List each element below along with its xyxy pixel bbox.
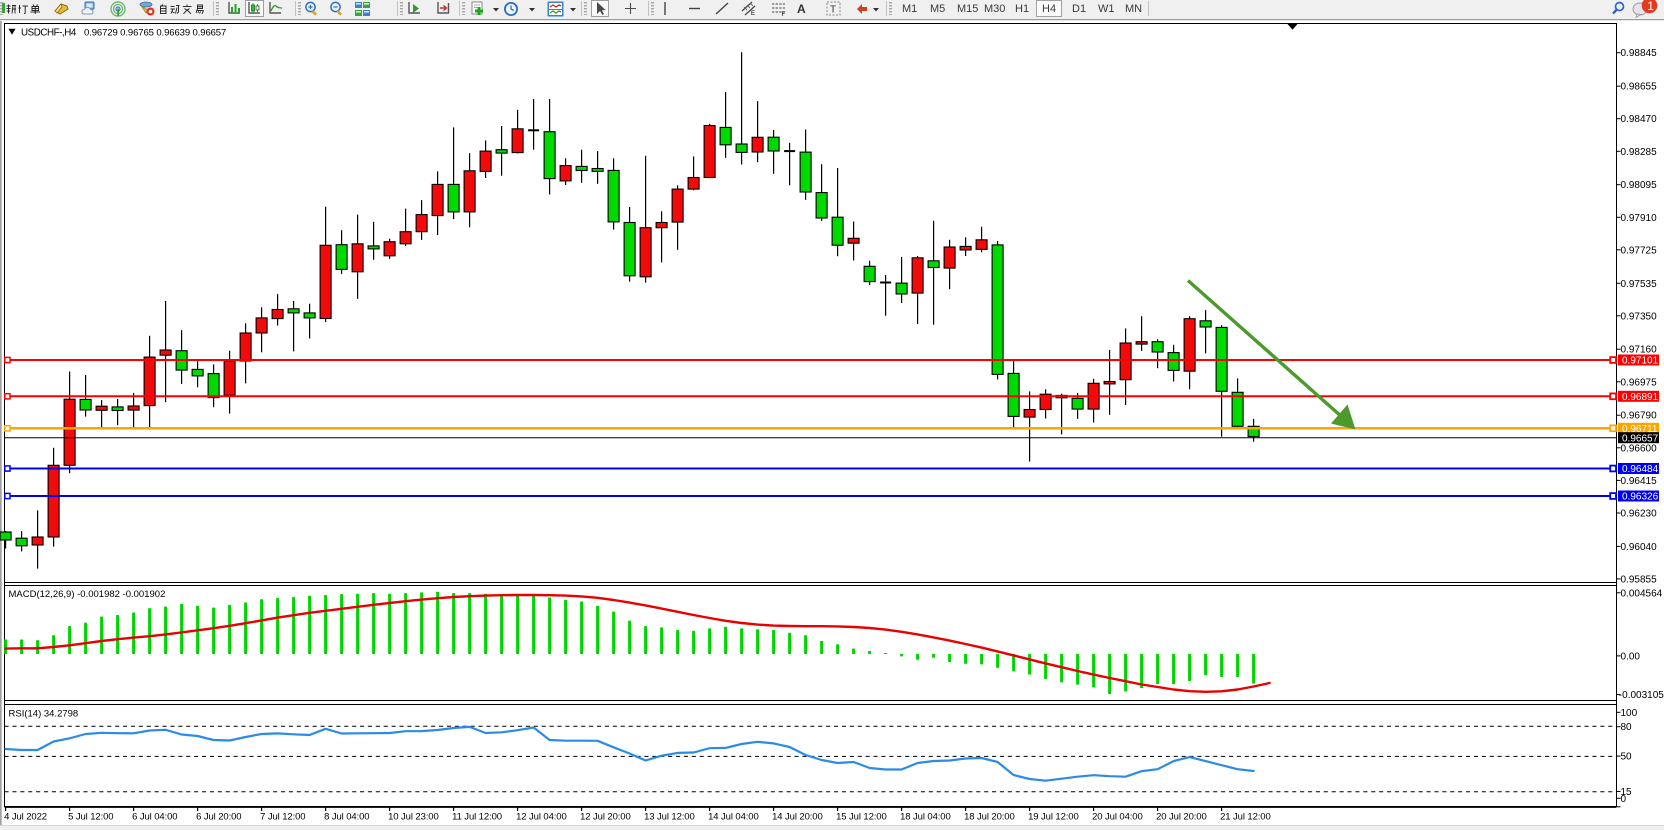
svg-text:USDCHF-,H4: USDCHF-,H4 — [21, 28, 77, 39]
svg-text:7 Jul 12:00: 7 Jul 12:00 — [260, 812, 305, 823]
svg-text:0.97725: 0.97725 — [1621, 245, 1658, 256]
svg-text:0.004564: 0.004564 — [1621, 588, 1663, 599]
svg-text:1: 1 — [1647, 0, 1654, 13]
svg-text:6 Jul 04:00: 6 Jul 04:00 — [132, 812, 177, 823]
svg-text:80: 80 — [1621, 722, 1633, 733]
svg-text:10 Jul 23:00: 10 Jul 23:00 — [388, 812, 439, 823]
svg-text:21 Jul 12:00: 21 Jul 12:00 — [1220, 812, 1271, 823]
svg-text:0.98095: 0.98095 — [1621, 180, 1658, 191]
svg-text:0.97160: 0.97160 — [1621, 345, 1658, 356]
svg-text:0.96711: 0.96711 — [1622, 424, 1658, 435]
svg-text:0.98655: 0.98655 — [1621, 82, 1658, 93]
svg-text:0.96790: 0.96790 — [1621, 411, 1658, 422]
svg-text:4 Jul 2022: 4 Jul 2022 — [4, 812, 47, 823]
svg-text:0.96326: 0.96326 — [1622, 492, 1659, 503]
svg-text:0.96484: 0.96484 — [1622, 464, 1659, 475]
svg-text:12 Jul 04:00: 12 Jul 04:00 — [516, 812, 567, 823]
svg-text:20 Jul 20:00: 20 Jul 20:00 — [1156, 812, 1207, 823]
svg-text:0.96415: 0.96415 — [1621, 476, 1658, 487]
svg-text:0.96975: 0.96975 — [1621, 377, 1658, 388]
svg-text:13 Jul 12:00: 13 Jul 12:00 — [644, 812, 695, 823]
svg-text:5 Jul 12:00: 5 Jul 12:00 — [68, 812, 113, 823]
svg-text:0.00: 0.00 — [1621, 651, 1641, 662]
svg-text:14 Jul 20:00: 14 Jul 20:00 — [772, 812, 823, 823]
svg-text:0.96891: 0.96891 — [1622, 392, 1659, 403]
svg-text:18 Jul 20:00: 18 Jul 20:00 — [964, 812, 1015, 823]
svg-text:0.98285: 0.98285 — [1621, 147, 1658, 158]
svg-text:0.95855: 0.95855 — [1621, 574, 1658, 585]
svg-text:0.96657: 0.96657 — [1622, 433, 1659, 444]
svg-text:MACD(12,26,9) -0.001982 -0.001: MACD(12,26,9) -0.001982 -0.001902 — [9, 589, 166, 600]
svg-text:0.96040: 0.96040 — [1621, 542, 1658, 553]
svg-text:0.97101: 0.97101 — [1622, 356, 1659, 367]
svg-text:0.97535: 0.97535 — [1621, 279, 1658, 290]
svg-text:0.96600: 0.96600 — [1621, 443, 1658, 454]
svg-text:0.98845: 0.98845 — [1621, 48, 1658, 59]
svg-text:12 Jul 20:00: 12 Jul 20:00 — [580, 812, 631, 823]
svg-text:15: 15 — [1621, 787, 1633, 798]
svg-text:RSI(14) 34.2798: RSI(14) 34.2798 — [9, 708, 79, 719]
svg-text:T: T — [830, 5, 836, 16]
svg-text:6 Jul 20:00: 6 Jul 20:00 — [196, 812, 241, 823]
svg-text:0.96230: 0.96230 — [1621, 509, 1658, 520]
svg-text:15 Jul 12:00: 15 Jul 12:00 — [836, 812, 887, 823]
svg-text:-0.003105: -0.003105 — [1619, 690, 1664, 701]
svg-text:20 Jul 04:00: 20 Jul 04:00 — [1092, 812, 1143, 823]
svg-text:0.98470: 0.98470 — [1621, 114, 1658, 125]
svg-text:100: 100 — [1621, 708, 1638, 719]
svg-text:18 Jul 04:00: 18 Jul 04:00 — [900, 812, 951, 823]
svg-text:8 Jul 04:00: 8 Jul 04:00 — [324, 812, 369, 823]
svg-text:19 Jul 12:00: 19 Jul 12:00 — [1028, 812, 1079, 823]
svg-text:E: E — [751, 11, 755, 16]
svg-text:0.97910: 0.97910 — [1621, 213, 1658, 224]
svg-text:11 Jul 12:00: 11 Jul 12:00 — [452, 812, 502, 823]
svg-text:14 Jul 04:00: 14 Jul 04:00 — [708, 812, 759, 823]
svg-text:0.97350: 0.97350 — [1621, 311, 1658, 322]
svg-text:0: 0 — [1621, 794, 1627, 805]
svg-text:0.96729 0.96765 0.96639 0.9665: 0.96729 0.96765 0.96639 0.96657 — [84, 28, 226, 39]
svg-text:F: F — [782, 12, 786, 16]
svg-text:50: 50 — [1621, 752, 1633, 763]
